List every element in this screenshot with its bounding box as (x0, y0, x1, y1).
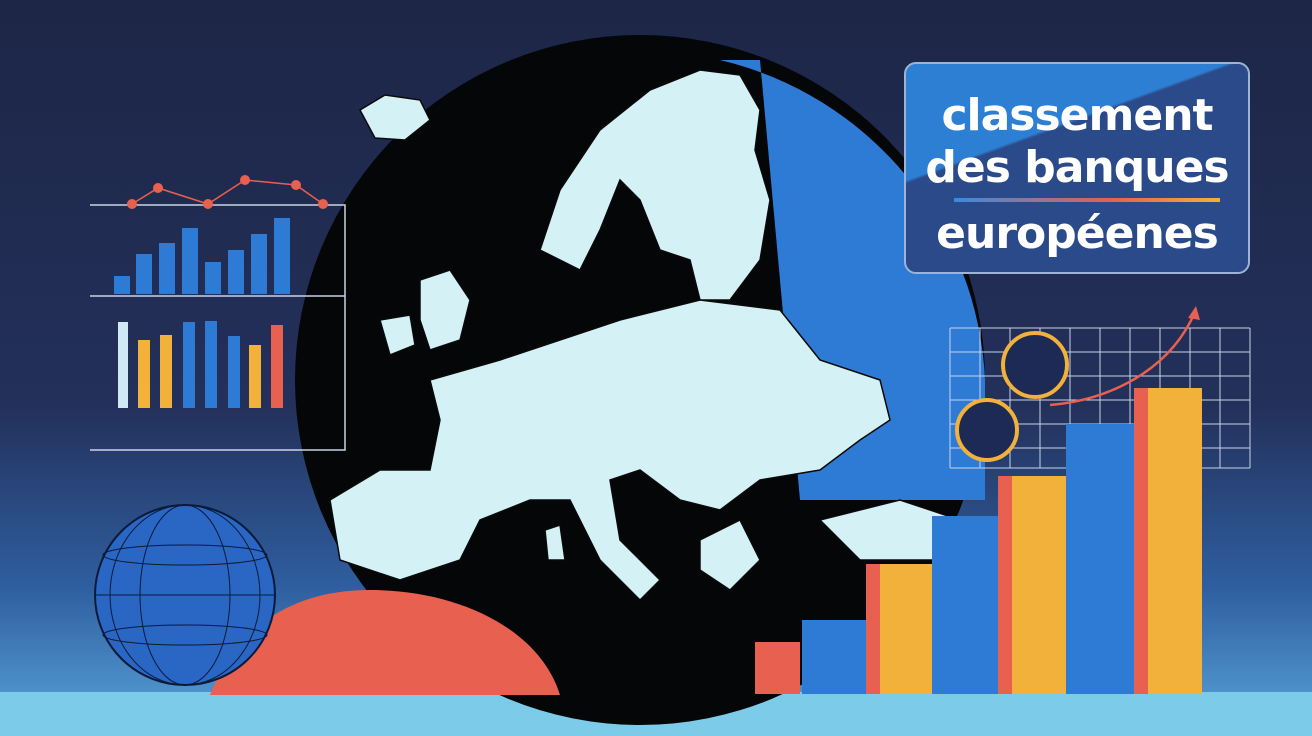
title-line-3: européenes (936, 208, 1219, 259)
trend-line (131, 179, 324, 205)
continental-europe (329, 299, 891, 602)
magnifier-chart-icon (1001, 331, 1069, 399)
globe (94, 504, 276, 686)
magnifier-chart-icon (955, 398, 1019, 462)
title-divider (954, 198, 1220, 202)
title-card: classement des banques européenes (904, 62, 1250, 274)
balkans-south (699, 518, 761, 591)
title-line-2: des banques (925, 142, 1229, 193)
sardinia (544, 524, 566, 561)
bottom-bars (118, 321, 283, 408)
arrow-head-icon (1188, 306, 1200, 320)
top-bars (114, 218, 290, 294)
iceland (359, 94, 431, 141)
blue-backdrop (720, 60, 985, 500)
red-wave (210, 590, 560, 695)
growth-arrow (1049, 311, 1197, 407)
british-isles (419, 269, 471, 351)
rising-bars (755, 388, 1202, 694)
title-line-1: classement (941, 90, 1213, 141)
ireland (379, 314, 416, 357)
scandinavia (539, 69, 771, 301)
left-chart-panel (90, 175, 346, 451)
